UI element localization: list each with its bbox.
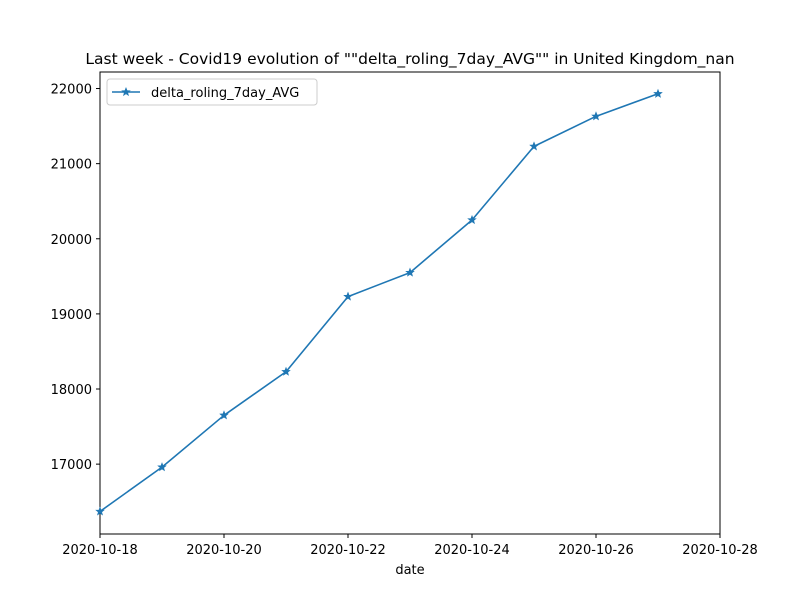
data-point (157, 462, 167, 472)
data-point (467, 214, 477, 225)
data-point (219, 410, 229, 420)
legend-label: delta_roling_7day_AVG (151, 86, 299, 101)
data-point (95, 506, 105, 516)
y-tick-label: 20000 (51, 233, 92, 248)
legend-box (106, 78, 318, 106)
chart-title: Last week - Covid19 evolution of ""delta… (85, 50, 734, 69)
data-point (591, 111, 601, 121)
y-tick-label: 18000 (51, 383, 92, 398)
x-axis-label: date (395, 563, 424, 578)
y-tick-label: 22000 (51, 83, 92, 98)
data-point (343, 291, 353, 301)
y-tick-label: 17000 (51, 458, 92, 473)
x-tick-label: 2020-10-20 (186, 543, 262, 558)
x-tick-label: 2020-10-18 (62, 543, 138, 558)
y-tick-label: 21000 (51, 158, 92, 173)
x-tick-label: 2020-10-26 (558, 543, 634, 558)
data-point (653, 88, 663, 98)
data-point (529, 141, 539, 151)
x-tick-label: 2020-10-28 (682, 543, 758, 558)
data-point (405, 267, 415, 277)
legend: delta_roling_7day_AVG (106, 78, 318, 106)
axes-frame (99, 71, 721, 535)
data-point (281, 366, 291, 376)
x-tick-label: 2020-10-22 (310, 543, 386, 558)
y-tick-label: 19000 (51, 308, 92, 323)
x-tick-label: 2020-10-24 (434, 543, 510, 558)
plot-area: 2020-10-18 2020-10-20 2020-10-22 2020-10-24… (51, 71, 758, 558)
legend-star-marker (121, 86, 131, 97)
series-line (99, 93, 659, 513)
